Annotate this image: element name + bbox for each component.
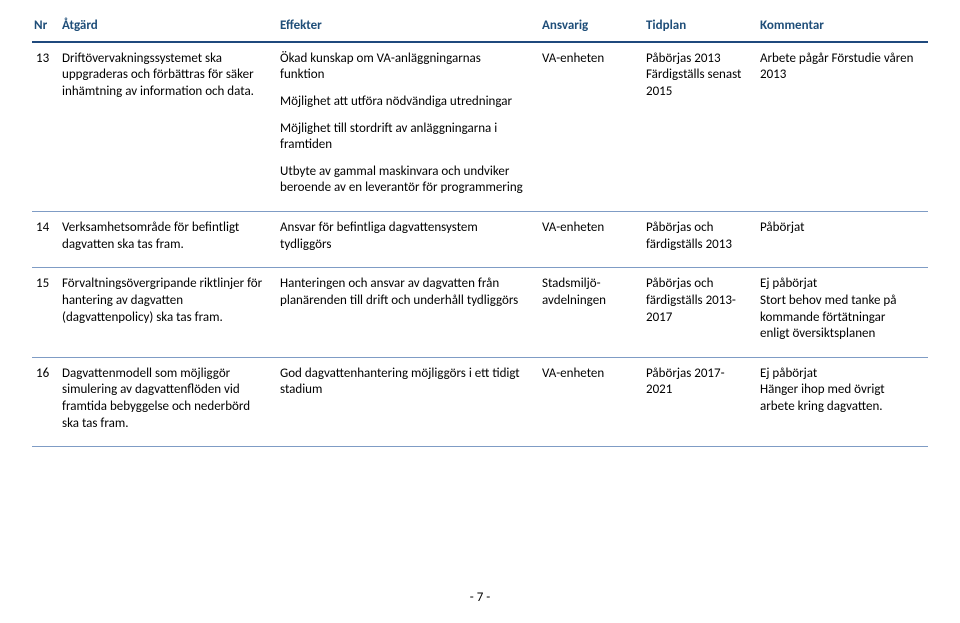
cell-nr: 16 (32, 357, 60, 447)
cell-effekter: Ökad kunskap om VA-anläggningarnas funkt… (278, 42, 540, 212)
cell-effekter: God dagvattenhantering möjliggörs i ett … (278, 357, 540, 447)
cell-kommentar: Ej påbörjat Hänger ihop med övrigt arbet… (758, 357, 928, 447)
cell-tidplan: Påbörjas 2017-2021 (644, 357, 758, 447)
cell-effekter: Hanteringen och ansvar av dagvatten från… (278, 268, 540, 358)
effekter-paragraph: Möjlighet att utföra nödvändiga utrednin… (280, 94, 528, 111)
table-row: 15Förvaltningsövergripande riktlinjer fö… (32, 268, 928, 358)
col-header-effekter: Effekter (278, 14, 540, 42)
effekter-paragraph: Möjlighet till stordrift av anläggningar… (280, 121, 528, 154)
cell-atgard: Driftövervakningssystemet ska uppgradera… (60, 42, 278, 212)
cell-tidplan: Påbörjas 2013 Färdigställs senast 2015 (644, 42, 758, 212)
action-table: Nr Åtgärd Effekter Ansvarig Tidplan Komm… (32, 14, 928, 447)
effekter-paragraph: Hanteringen och ansvar av dagvatten från… (280, 276, 528, 309)
cell-tidplan: Påbörjas och färdigställs 2013-2017 (644, 268, 758, 358)
cell-atgard: Dagvattenmodell som möjliggör simulering… (60, 357, 278, 447)
cell-nr: 13 (32, 42, 60, 212)
col-header-ansvarig: Ansvarig (540, 14, 644, 42)
cell-ansvarig: VA-enheten (540, 212, 644, 268)
col-header-tidplan: Tidplan (644, 14, 758, 42)
table-header-row: Nr Åtgärd Effekter Ansvarig Tidplan Komm… (32, 14, 928, 42)
effekter-paragraph: God dagvattenhantering möjliggörs i ett … (280, 366, 528, 399)
cell-ansvarig: Stadsmiljö-avdelningen (540, 268, 644, 358)
page-number: - 7 - (0, 590, 960, 605)
effekter-paragraph: Ökad kunskap om VA-anläggningarnas funkt… (280, 51, 528, 84)
cell-nr: 14 (32, 212, 60, 268)
effekter-paragraph: Ansvar för befintliga dagvattensystem ty… (280, 220, 528, 253)
cell-tidplan: Påbörjas och färdigställs 2013 (644, 212, 758, 268)
cell-kommentar: Arbete pågår Förstudie våren 2013 (758, 42, 928, 212)
cell-kommentar: Påbörjat (758, 212, 928, 268)
effekter-paragraph: Utbyte av gammal maskinvara och undviker… (280, 164, 528, 197)
cell-atgard: Verksamhetsområde för befintligt dagvatt… (60, 212, 278, 268)
col-header-nr: Nr (32, 14, 60, 42)
cell-ansvarig: VA-enheten (540, 42, 644, 212)
cell-effekter: Ansvar för befintliga dagvattensystem ty… (278, 212, 540, 268)
col-header-kommentar: Kommentar (758, 14, 928, 42)
table-row: 14Verksamhetsområde för befintligt dagva… (32, 212, 928, 268)
cell-nr: 15 (32, 268, 60, 358)
cell-ansvarig: VA-enheten (540, 357, 644, 447)
cell-kommentar: Ej påbörjat Stort behov med tanke på kom… (758, 268, 928, 358)
table-row: 13Driftövervakningssystemet ska uppgrade… (32, 42, 928, 212)
document-page: Nr Åtgärd Effekter Ansvarig Tidplan Komm… (0, 0, 960, 447)
table-body: 13Driftövervakningssystemet ska uppgrade… (32, 42, 928, 447)
col-header-atgard: Åtgärd (60, 14, 278, 42)
table-row: 16Dagvattenmodell som möjliggör simuleri… (32, 357, 928, 447)
cell-atgard: Förvaltningsövergripande riktlinjer för … (60, 268, 278, 358)
